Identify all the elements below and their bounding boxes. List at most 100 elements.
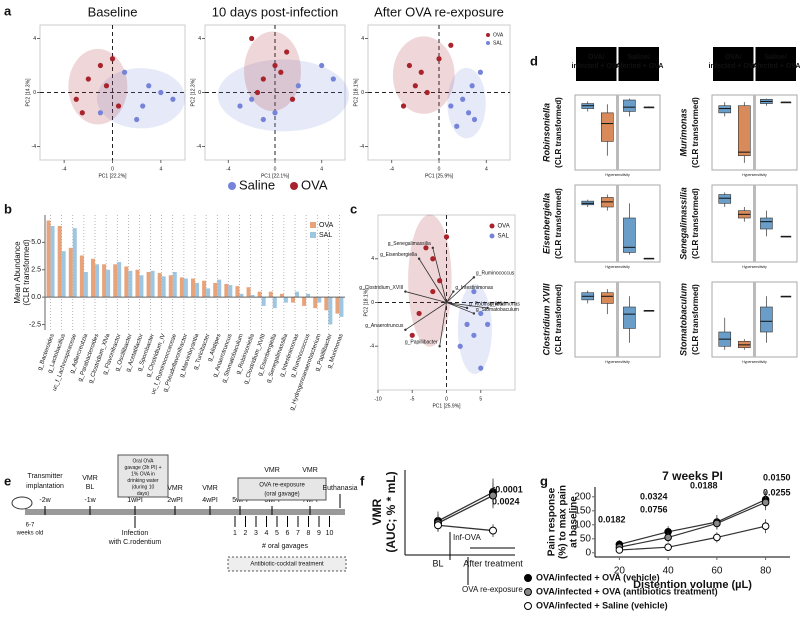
bar: [106, 269, 111, 298]
y-tick-label: 150: [574, 505, 591, 516]
bar: [324, 297, 329, 311]
event-label: VMR: [264, 467, 280, 474]
gavage-number: 6: [286, 530, 290, 537]
loading-head: [417, 257, 421, 260]
x-axis-label: Hypersensitivity: [605, 173, 630, 177]
box: [718, 194, 732, 204]
week-label: -1w: [84, 497, 96, 504]
event-label: VMR: [82, 475, 98, 482]
column-header: OVA/infected + OVA: [572, 54, 621, 70]
point: [278, 69, 284, 75]
plot-title: 7 weeks PI: [662, 469, 723, 483]
annotation: 0.0024: [492, 496, 520, 506]
bar: [228, 285, 233, 298]
column-header-box: [576, 47, 617, 81]
x-tick-label: 0: [438, 166, 441, 172]
bar: [83, 271, 88, 298]
series-line: [619, 525, 766, 551]
loading-head: [404, 328, 407, 332]
y-axis-label: (CLR transformed): [691, 97, 700, 168]
x-axis-label: Distention volume (µL): [633, 579, 752, 591]
bar: [68, 247, 73, 298]
point: [430, 256, 436, 262]
ova-box-text: 1% OVA in: [131, 471, 155, 477]
confidence-ellipse: [457, 283, 492, 375]
x-axis-label: Hypersensitivity: [742, 360, 767, 364]
loading-label: g_Murimonas: [490, 301, 521, 307]
bar: [46, 220, 51, 298]
legend-label: OVA/infected + OVA (antibiotics treatmen…: [536, 586, 718, 596]
point: [103, 83, 110, 89]
reexposure-box: [237, 477, 327, 501]
x-axis-label: Hypersensitivity: [742, 173, 767, 177]
bar: [217, 279, 222, 298]
week-label: 4wPI: [202, 497, 218, 504]
y-axis-label: at baseline: [569, 496, 580, 548]
point: [416, 310, 422, 317]
x-tick-label: -4: [226, 166, 231, 172]
event-label: BL: [86, 484, 95, 491]
bar: [179, 277, 184, 298]
gavage-number: 5: [275, 530, 279, 537]
week-label: 2wPI: [167, 497, 183, 504]
column-header: Saline/infected + OVA: [751, 54, 800, 70]
confidence-ellipse: [392, 36, 455, 114]
point: [170, 96, 176, 102]
y-tick-label: -2.5: [29, 321, 41, 328]
x-tick-label: BL: [432, 558, 443, 568]
column-header-box: [618, 47, 659, 81]
x-axis-label: Hypersensitivity: [742, 265, 767, 269]
point: [471, 288, 477, 295]
point: [460, 96, 466, 102]
y-axis-label: PC2 [14.3%]: [25, 78, 31, 107]
bar: [146, 271, 151, 298]
bar: [50, 225, 55, 298]
y-axis-label: VMR: [370, 498, 384, 525]
antibiotic-box: [227, 556, 347, 572]
bar: [161, 276, 166, 298]
loading-head: [438, 345, 441, 348]
y-tick-label: -4: [197, 144, 202, 150]
bar: [291, 297, 295, 303]
annotation: <0.0001: [490, 484, 523, 494]
point: [295, 83, 301, 89]
box: [600, 112, 614, 142]
series-line: [437, 494, 494, 524]
legend-label: OVA/infected + OVA (vehicle): [536, 572, 660, 582]
loading-arrow: [439, 302, 447, 347]
loading-arrow: [432, 247, 447, 303]
bar: [268, 291, 273, 298]
loading-label: g_Papillibacter: [405, 340, 438, 346]
x-tick-label: -5: [410, 396, 415, 402]
x-tick-label: 5: [479, 396, 482, 402]
gavage-number: 1: [233, 530, 237, 537]
point: [418, 69, 424, 75]
legend-label: OVA: [319, 222, 334, 229]
point: [713, 533, 721, 542]
bar: [195, 282, 199, 298]
event-label: VMR: [202, 485, 218, 492]
point: [260, 116, 266, 123]
point: [319, 62, 325, 69]
legend-marker: [524, 602, 532, 610]
loading-head: [404, 290, 407, 293]
confidence-ellipse: [96, 68, 186, 129]
bar: [257, 291, 262, 298]
gavage-number: 7: [296, 530, 300, 537]
y-tick-label: 5.0: [31, 239, 41, 246]
bar: [279, 293, 284, 298]
point: [615, 546, 624, 554]
x-tick-label: 0: [445, 396, 448, 402]
x-tick-label: 4: [320, 166, 323, 172]
y-tick-label: 4: [33, 36, 36, 42]
box: [623, 99, 636, 112]
point: [272, 110, 278, 116]
bar: [339, 297, 344, 317]
plot-title: 10 days post-infection: [212, 4, 338, 19]
legend-label: Saline: [239, 177, 275, 192]
loading-arrow: [446, 302, 468, 309]
y-tick-label: 4: [361, 36, 364, 42]
annotation: Inf-OVA: [453, 533, 482, 542]
x-axis-label: Hypersensitivity: [605, 265, 630, 269]
